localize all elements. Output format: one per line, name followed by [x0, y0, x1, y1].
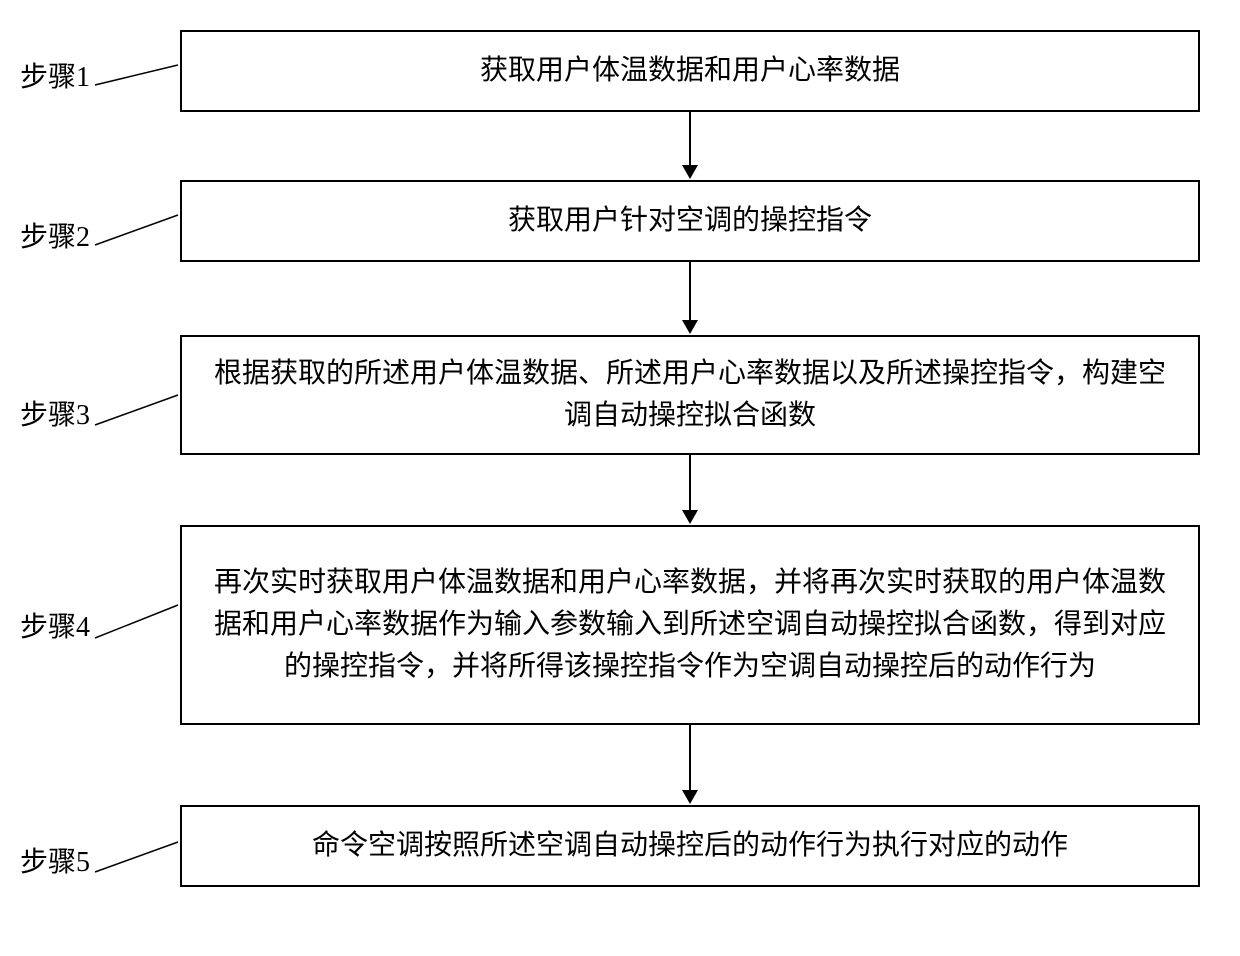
flowchart-container: 步骤1 获取用户体温数据和用户心率数据 步骤2 获取用户针对空调的操控指令 步骤… [0, 0, 1240, 956]
step-1-text: 获取用户体温数据和用户心率数据 [480, 50, 900, 92]
step-2-text: 获取用户针对空调的操控指令 [508, 200, 872, 242]
arrow-3-head [682, 510, 698, 524]
step-2-box: 获取用户针对空调的操控指令 [180, 180, 1200, 262]
arrow-1-line [689, 112, 691, 165]
step-4-text: 再次实时获取用户体温数据和用户心率数据，并将再次实时获取的用户体温数据和用户心率… [202, 562, 1178, 688]
arrow-1-head [682, 165, 698, 179]
step-5-text: 命令空调按照所述空调自动操控后的动作行为执行对应的动作 [312, 825, 1068, 867]
step-1-box: 获取用户体温数据和用户心率数据 [180, 30, 1200, 112]
step-4-box: 再次实时获取用户体温数据和用户心率数据，并将再次实时获取的用户体温数据和用户心率… [180, 525, 1200, 725]
arrow-2-head [682, 320, 698, 334]
step-5-box: 命令空调按照所述空调自动操控后的动作行为执行对应的动作 [180, 805, 1200, 887]
arrow-3-line [689, 455, 691, 510]
arrow-2-line [689, 262, 691, 320]
step-3-box: 根据获取的所述用户体温数据、所述用户心率数据以及所述操控指令，构建空调自动操控拟… [180, 335, 1200, 455]
arrow-4-head [682, 790, 698, 804]
step-3-text: 根据获取的所述用户体温数据、所述用户心率数据以及所述操控指令，构建空调自动操控拟… [202, 353, 1178, 437]
arrow-4-line [689, 725, 691, 790]
step-5-connector [0, 0, 200, 890]
